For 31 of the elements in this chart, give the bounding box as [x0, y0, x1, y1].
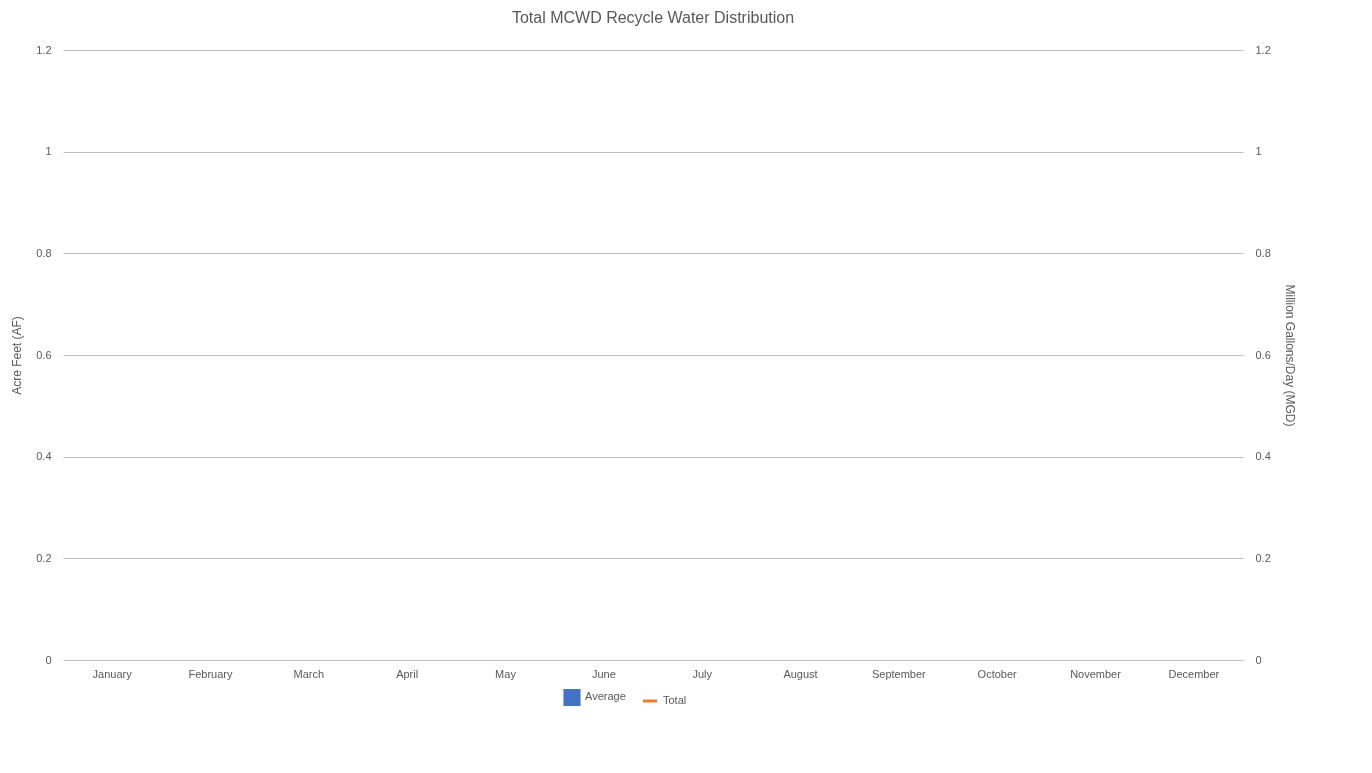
x-tick-label: September: [871, 667, 927, 680]
x-tick-label: December: [1168, 667, 1220, 680]
legend-label: Total: [663, 694, 687, 706]
y2-tick-label: 1: [1255, 145, 1262, 158]
legend-label: Average: [585, 690, 626, 703]
x-tick-label: November: [1070, 667, 1122, 680]
x-tick-label: March: [293, 667, 325, 680]
chart-title: Total MCWD Recycle Water Distribution: [511, 9, 795, 26]
x-tick-label: April: [396, 667, 419, 680]
y2-tick-label: 0.2: [1255, 551, 1271, 564]
y2-tick-label: 0.8: [1255, 246, 1271, 259]
x-tick-label: August: [783, 667, 818, 680]
x-tick-label: July: [692, 667, 713, 680]
y2-tick-label: 0.6: [1255, 348, 1271, 361]
y2-tick-label: 0.4: [1255, 450, 1271, 463]
y-tick-label: 0.8: [36, 246, 52, 259]
y-tick-label: 1: [45, 145, 52, 158]
x-tick-label: January: [92, 667, 133, 680]
y2-tick-label: 1.2: [1255, 43, 1271, 56]
y2-tick-label: 0: [1255, 653, 1262, 666]
y-tick-label: 0.4: [36, 450, 52, 463]
x-tick-label: October: [977, 667, 1018, 680]
y-tick-label: 0.6: [36, 348, 52, 361]
y-tick-label: 0: [45, 653, 52, 666]
x-tick-label: June: [591, 667, 616, 680]
y-tick-label: 0.2: [36, 551, 52, 564]
y-tick-label: 1.2: [36, 43, 52, 56]
x-tick-label: February: [188, 667, 233, 680]
x-tick-label: May: [495, 667, 517, 680]
y-axis-title: Acre Feet (AF): [10, 316, 25, 395]
y2-axis-title: Million Gallons/Day (MGD): [1282, 284, 1297, 427]
